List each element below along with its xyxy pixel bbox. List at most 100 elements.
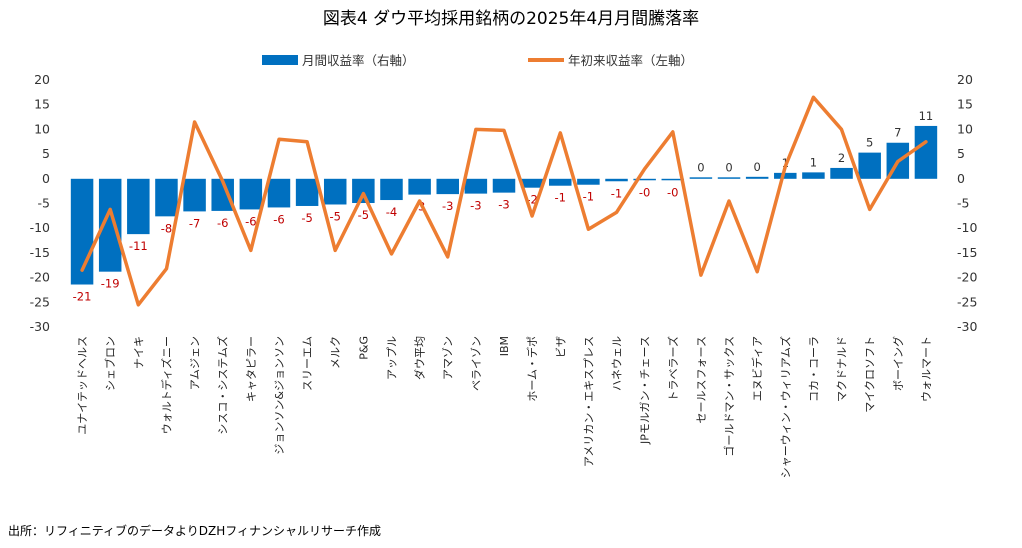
- bar: [774, 172, 797, 179]
- category-labels: ユナイテッドヘルス シェブロン ナイキ ウォルトディズニー アムジェン シスコ・システムズ…: [76, 336, 933, 478]
- bar: [267, 178, 291, 208]
- bar-data-label: -5: [329, 209, 340, 223]
- bar: [155, 178, 178, 217]
- category-label: エヌビディア: [750, 336, 764, 401]
- bar: [183, 178, 206, 212]
- bar-data-label: -0: [639, 185, 650, 199]
- right-tick-label: -30: [957, 319, 977, 334]
- category-label: マクドナルド: [836, 336, 849, 402]
- bar-data-label: 0: [753, 160, 760, 174]
- category-label: ユナイテッドヘルス: [76, 336, 89, 435]
- bar: [745, 176, 769, 179]
- category-label: シェブロン: [103, 336, 117, 391]
- bar: [633, 178, 656, 181]
- bar-data-label: -0: [667, 185, 678, 199]
- right-axis-ticks: 20 15 10 5 0 -5 -10 -15 -20 -25 -30: [957, 72, 977, 334]
- right-tick-label: 15: [957, 97, 973, 112]
- bar: [295, 178, 319, 206]
- left-axis-ticks: 20 15 10 5 0 -5 -10 -15 -20 -25 -30: [30, 72, 50, 334]
- category-label: アップル: [385, 336, 398, 380]
- category-label: JPモルガン・チェース: [639, 336, 652, 445]
- category-label: ビザ: [554, 336, 567, 358]
- bar-data-label: -1: [583, 190, 594, 204]
- bar-data-label: -21: [73, 290, 92, 304]
- left-tick-label: 15: [34, 97, 50, 112]
- bar-data-label: -8: [161, 221, 172, 235]
- category-label: ウォルマート: [920, 336, 933, 402]
- bar: [436, 178, 459, 195]
- bar-series: [70, 125, 938, 285]
- category-label: P&G: [357, 336, 370, 360]
- category-label: ジョンソン&ジョンソン: [273, 336, 286, 455]
- bar: [830, 167, 853, 179]
- legend-bar-label: 月間収益率（右軸）: [302, 53, 415, 68]
- bar: [464, 178, 488, 194]
- bar-data-label: -2: [526, 193, 537, 207]
- bar-data-label: 2: [838, 151, 845, 165]
- bar: [408, 178, 431, 195]
- legend: 月間収益率（右軸） 年初来収益率（左軸）: [262, 53, 693, 68]
- left-tick-label: -10: [30, 220, 50, 235]
- bar-data-label: -6: [273, 212, 284, 226]
- category-label: ボーイング: [891, 336, 905, 391]
- bar-data-label: -7: [189, 216, 200, 230]
- bar-data-label: -1: [611, 186, 622, 200]
- bar: [661, 178, 685, 181]
- legend-line-label: 年初来収益率（左軸）: [568, 53, 693, 68]
- bar: [914, 125, 938, 179]
- line-series: [80, 95, 928, 307]
- bar-data-label: 0: [725, 160, 732, 174]
- category-label: マイクロソフト: [864, 336, 877, 413]
- category-label: コカ・コーラ: [807, 336, 820, 402]
- bar-data-label: -1: [555, 191, 566, 205]
- category-label: アメリカン・エキスプレス: [582, 336, 595, 467]
- category-label: ハネウェル: [611, 336, 624, 391]
- bar: [98, 178, 122, 272]
- bar: [689, 177, 713, 179]
- bar-data-label: -19: [101, 277, 120, 291]
- category-label: IBM: [498, 336, 511, 356]
- bar-data-label: -6: [245, 214, 256, 228]
- bar: [127, 178, 150, 235]
- category-label: アムジェン: [189, 336, 202, 390]
- bar: [520, 178, 544, 188]
- left-tick-label: -25: [30, 294, 50, 309]
- bar-data-label: 0: [697, 160, 704, 174]
- bar-data-label: 5: [866, 136, 873, 150]
- legend-bar-swatch: [262, 55, 298, 65]
- bar: [352, 178, 375, 204]
- bar: [605, 178, 628, 182]
- bar-data-label: -3: [414, 200, 425, 214]
- right-tick-label: -15: [957, 245, 977, 260]
- line-path: [80, 95, 928, 307]
- category-label: ナイキ: [132, 336, 145, 369]
- bar-data-labels: -21-19-11-8 -7 -6 -6 -6 -5 -5 -5 -4 -3 -3 -3 -3 -2 -1-…: [73, 109, 934, 304]
- right-tick-label: 10: [957, 121, 973, 136]
- category-label: ベライゾン: [470, 336, 483, 391]
- bar-data-label: -3: [442, 199, 453, 213]
- left-tick-label: -5: [38, 196, 50, 211]
- bar: [492, 178, 516, 193]
- left-tick-label: 5: [42, 146, 50, 161]
- right-tick-label: -10: [957, 220, 977, 235]
- category-label: ウォルトディズニー: [159, 336, 173, 434]
- left-tick-label: 20: [34, 72, 50, 87]
- category-label: トラベラーズ: [666, 336, 680, 401]
- bar-data-label: -6: [217, 216, 228, 230]
- bar: [858, 152, 881, 179]
- bar-data-label: 7: [894, 126, 901, 140]
- bar: [549, 178, 572, 186]
- category-label: スリーエム: [301, 336, 314, 391]
- bar-data-label: -11: [129, 239, 148, 253]
- bar: [323, 178, 347, 205]
- category-label: ホーム・デポ: [525, 336, 539, 402]
- right-tick-label: 0: [957, 171, 965, 186]
- category-label: アマゾン: [442, 336, 455, 380]
- right-tick-label: 5: [957, 146, 965, 161]
- left-tick-label: 10: [34, 121, 50, 136]
- left-tick-label: -30: [30, 319, 50, 334]
- category-label: ダウ平均: [413, 336, 427, 380]
- chart-title: 図表4 ダウ平均採用銘柄の2025年4月月間騰落率: [323, 9, 699, 29]
- bar-data-label: -3: [498, 198, 509, 212]
